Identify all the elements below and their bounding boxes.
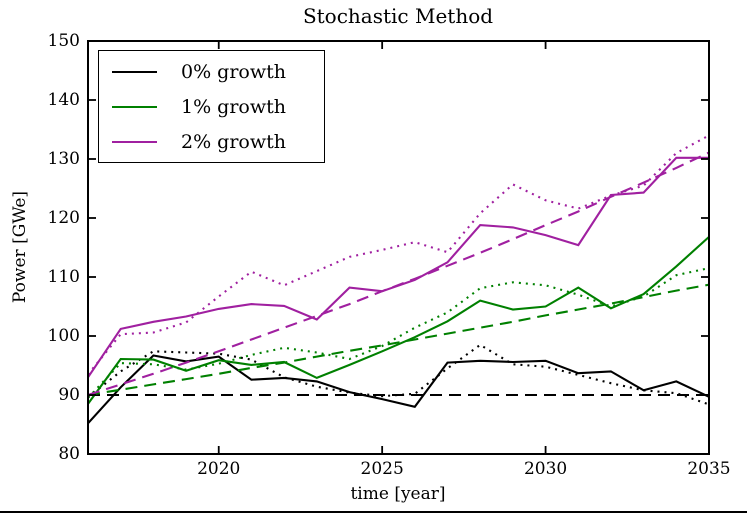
y-tick-label: 100 (47, 326, 80, 346)
legend-label: 2% growth (181, 130, 287, 153)
series-line-1-growth-dotted-run- (87, 267, 710, 399)
legend-item-2pct: 2% growth (99, 125, 324, 158)
x-tick-label: 2020 (197, 459, 241, 479)
y-tick-label: 150 (47, 31, 80, 51)
legend: 0% growth 1% growth 2% growth (98, 50, 325, 163)
legend-line-swatch-purple (112, 140, 157, 143)
series-line-2-growth-dashed-baseline- (87, 151, 710, 396)
legend-label: 0% growth (181, 60, 287, 83)
chart-title: Stochastic Method (302, 4, 494, 28)
series-line-2-growth-dotted-run- (87, 134, 710, 376)
x-tick-label: 2030 (523, 459, 568, 479)
y-tick-label: 140 (47, 90, 80, 110)
legend-item-1pct: 1% growth (99, 90, 324, 123)
x-axis-label: time [year] (350, 484, 446, 504)
legend-line-swatch-black (112, 70, 157, 73)
y-tick-label: 90 (58, 385, 80, 405)
y-tick-label: 120 (47, 208, 80, 228)
axes-frame (87, 40, 710, 455)
series-line-1-growth-dashed-baseline- (87, 283, 710, 397)
series-line-2-growth-solid-run- (87, 156, 709, 378)
x-tick-label: 2025 (360, 459, 404, 479)
series-line-0-growth-solid-run- (87, 354, 710, 425)
y-tick-label: 110 (47, 267, 80, 287)
legend-line-swatch-green (112, 105, 157, 108)
legend-label: 1% growth (181, 95, 287, 118)
x-tick-label: 2035 (687, 459, 731, 479)
y-axis-label: Power [GWe] (10, 190, 30, 304)
y-tick-label: 130 (47, 149, 80, 169)
window-bottom-border (0, 511, 747, 513)
series-line-1-growth-solid-run- (87, 236, 710, 405)
y-tick-label: 80 (58, 444, 80, 464)
legend-item-0pct: 0% growth (99, 55, 324, 88)
